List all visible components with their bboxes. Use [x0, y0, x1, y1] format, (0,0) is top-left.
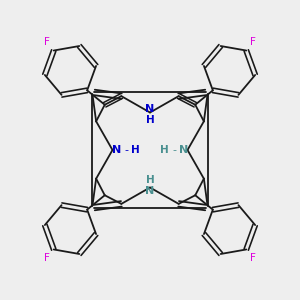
Text: N: N — [146, 103, 154, 113]
Text: H: H — [146, 115, 154, 125]
Text: -: - — [172, 145, 176, 155]
Text: F: F — [250, 253, 256, 263]
Text: F: F — [44, 37, 50, 47]
Text: -: - — [124, 145, 128, 155]
Text: F: F — [44, 253, 50, 263]
Text: N: N — [179, 145, 188, 155]
Text: H: H — [160, 145, 169, 155]
Text: H: H — [146, 175, 154, 185]
Text: F: F — [250, 37, 256, 47]
Text: N: N — [146, 187, 154, 196]
Text: N: N — [112, 145, 121, 155]
Text: H: H — [131, 145, 140, 155]
